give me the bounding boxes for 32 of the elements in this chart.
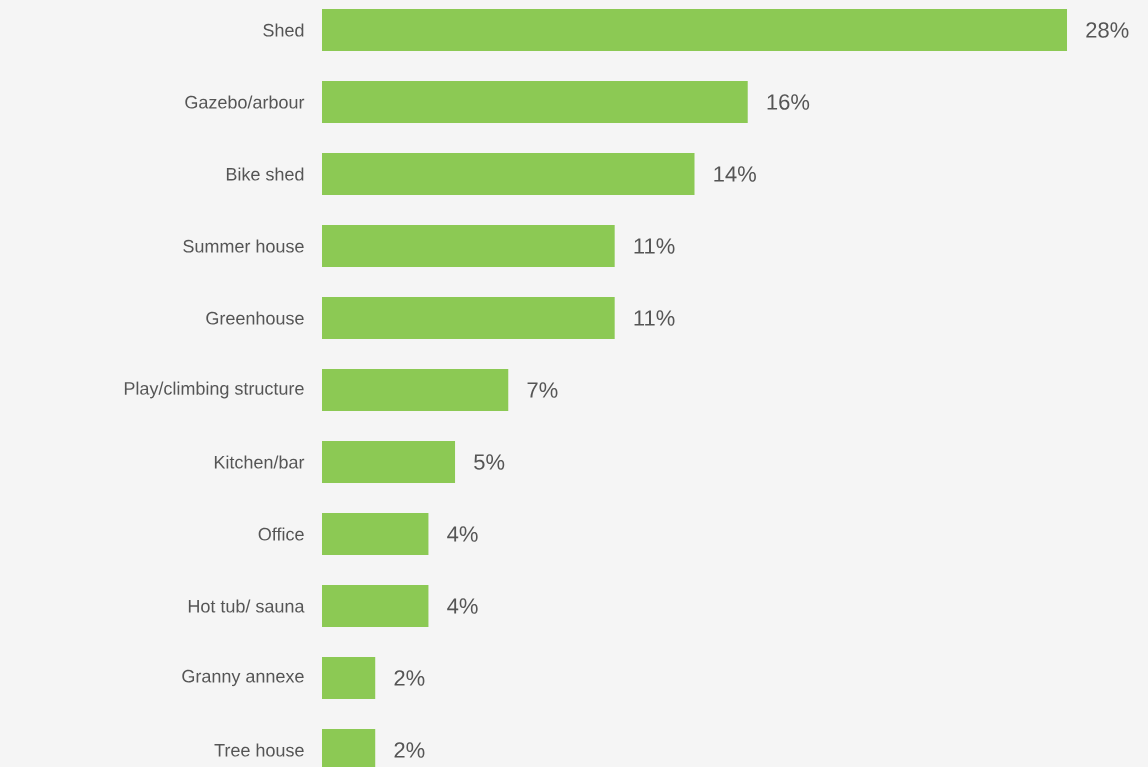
- data-label: 11%: [634, 238, 675, 254]
- bar: [322, 513, 429, 555]
- y-tick-label: Tree house: [214, 743, 304, 757]
- bar: [322, 224, 615, 267]
- y-tick-label: Gazebo/arbour: [185, 95, 305, 109]
- bar: [322, 297, 615, 339]
- y-tick-label: Kitchen/bar: [214, 455, 305, 469]
- data-label: 4%: [447, 526, 478, 542]
- bar: [322, 80, 748, 123]
- bar: [322, 441, 456, 483]
- y-tick-label: Bike shed: [226, 167, 304, 181]
- bar: [322, 585, 429, 627]
- data-label: 11%: [634, 310, 675, 326]
- y-tick-label: Granny annexe: [182, 669, 304, 687]
- y-tick-label: Summer house: [183, 239, 304, 253]
- bar: [322, 152, 695, 195]
- bar: [322, 657, 376, 699]
- bar: [322, 369, 509, 411]
- data-label: 16%: [767, 94, 810, 110]
- y-tick-label: Play/climbing structure: [124, 381, 304, 399]
- data-label: 2%: [394, 742, 425, 758]
- data-label: 28%: [1086, 22, 1129, 38]
- y-tick-label: Greenhouse: [206, 311, 304, 325]
- data-label: 5%: [474, 454, 505, 470]
- y-tick-label: Shed: [263, 23, 304, 37]
- y-tick-label: Office: [258, 527, 304, 541]
- y-tick-label: Hot tub/ sauna: [188, 599, 305, 613]
- data-label: 4%: [447, 598, 478, 614]
- data-label: 2%: [394, 670, 425, 686]
- data-label: 7%: [527, 382, 558, 398]
- bar: [322, 8, 1068, 51]
- data-label: 14%: [714, 166, 756, 182]
